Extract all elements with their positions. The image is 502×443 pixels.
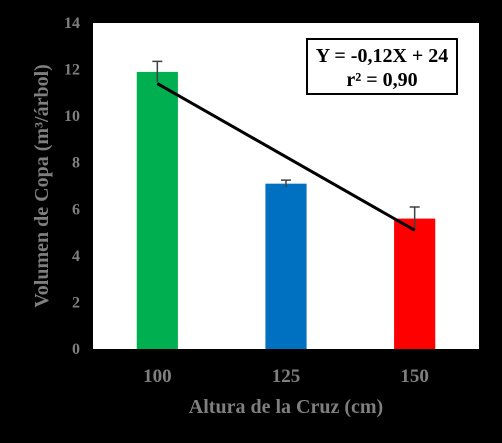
bars-group <box>136 71 436 350</box>
equation-box-frame <box>306 38 458 95</box>
y-tick-label-4: 4 <box>72 248 80 265</box>
x-tick-label-100: 100 <box>143 366 172 387</box>
y-tick-label-14: 14 <box>64 15 80 32</box>
error-bars-group <box>152 60 420 231</box>
bar-100 <box>136 71 178 350</box>
y-axis-title: Volumen de Copa (m³/árbol) <box>31 64 53 308</box>
trendline-group <box>156 82 416 232</box>
x-tick-label-125: 125 <box>272 366 301 387</box>
y-tick-label-0: 0 <box>72 341 80 358</box>
error-bar-100 <box>152 60 163 83</box>
y-tick-label-10: 10 <box>64 108 80 125</box>
bar-125 <box>265 183 307 349</box>
x-tick-labels: 100 125 150 <box>143 366 429 387</box>
y-tick-labels: 0 2 4 6 8 10 12 14 <box>64 15 80 358</box>
trendline <box>156 82 416 232</box>
y-tick-label-12: 12 <box>64 62 80 79</box>
y-tick-label-2: 2 <box>72 294 80 311</box>
equation-text: Y = -0,12X + 24 <box>316 45 449 67</box>
error-bar-150 <box>409 206 420 231</box>
y-tick-label-6: 6 <box>72 201 80 218</box>
x-axis-title: Altura de la Cruz (cm) <box>189 396 383 418</box>
x-tick-label-150: 150 <box>400 366 429 387</box>
error-bar-125 <box>281 179 291 188</box>
r-squared-text: r² = 0,90 <box>346 69 417 91</box>
y-tick-label-8: 8 <box>72 155 80 172</box>
equation-box: Y = -0,12X + 24 r² = 0,90 <box>306 38 458 95</box>
bar-150 <box>394 218 436 349</box>
